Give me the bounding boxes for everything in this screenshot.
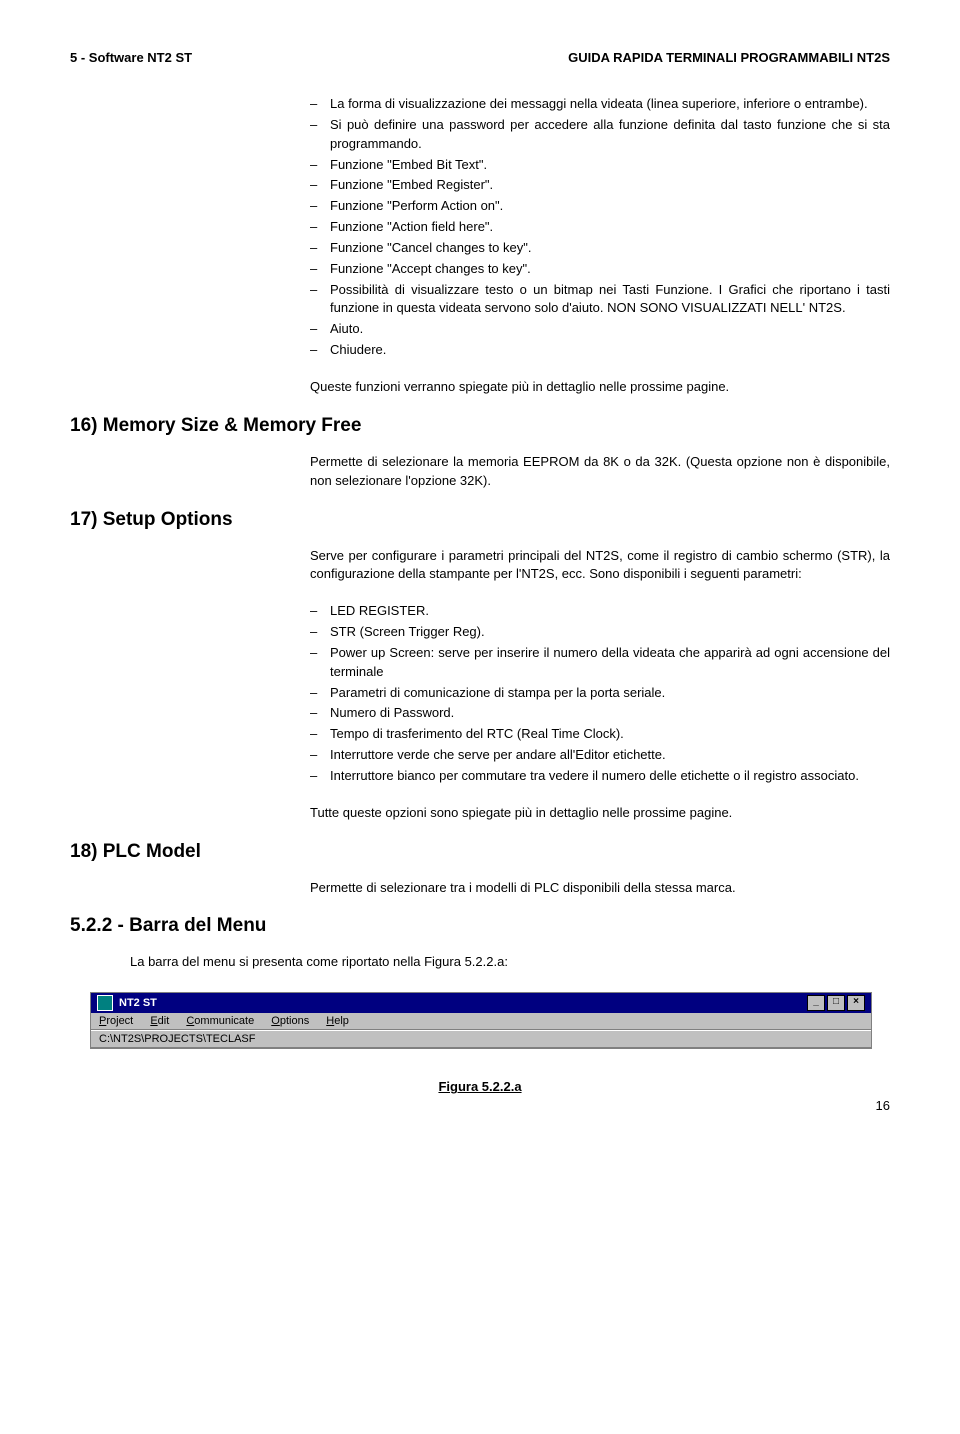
- menu-bar-screenshot: NT2 ST _ □ × Project Edit Communicate Op…: [90, 992, 872, 1049]
- section-16-body: Permette di selezionare la memoria EEPRO…: [310, 453, 890, 491]
- section-522-body: La barra del menu si presenta come ripor…: [130, 953, 890, 972]
- window-title: NT2 ST: [119, 997, 157, 1009]
- section-16-text: Permette di selezionare la memoria EEPRO…: [310, 453, 890, 491]
- list-item: Funzione "Action field here".: [310, 218, 890, 237]
- intro-bullet-list: La forma di visualizzazione dei messaggi…: [310, 95, 890, 360]
- list-item: Funzione "Accept changes to key".: [310, 260, 890, 279]
- close-icon[interactable]: ×: [847, 995, 865, 1011]
- header-left: 5 - Software NT2 ST: [70, 50, 192, 65]
- list-item: Aiuto.: [310, 320, 890, 339]
- window-buttons: _ □ ×: [807, 995, 865, 1011]
- menu-row: Project Edit Communicate Options Help: [91, 1013, 871, 1030]
- maximize-icon[interactable]: □: [827, 995, 845, 1011]
- list-item: STR (Screen Trigger Reg).: [310, 623, 890, 642]
- heading-plc-model: 18) PLC Model: [70, 841, 890, 863]
- header-right: GUIDA RAPIDA TERMINALI PROGRAMMABILI NT2…: [568, 50, 890, 65]
- list-item: Si può definire una password per acceder…: [310, 116, 890, 154]
- list-item: Funzione "Embed Register".: [310, 176, 890, 195]
- menu-help[interactable]: Help: [326, 1015, 349, 1027]
- menu-communicate[interactable]: Communicate: [186, 1015, 254, 1027]
- section-18-text: Permette di selezionare tra i modelli di…: [310, 879, 890, 898]
- menu-edit[interactable]: Edit: [150, 1015, 169, 1027]
- minimize-icon[interactable]: _: [807, 995, 825, 1011]
- menu-project[interactable]: Project: [99, 1015, 133, 1027]
- page-header: 5 - Software NT2 ST GUIDA RAPIDA TERMINA…: [70, 50, 890, 65]
- heading-setup-options: 17) Setup Options: [70, 509, 890, 531]
- section-18-body: Permette di selezionare tra i modelli di…: [310, 879, 890, 898]
- list-item: Numero di Password.: [310, 704, 890, 723]
- figure-caption: Figura 5.2.2.a: [70, 1079, 890, 1094]
- list-item: Tempo di trasferimento del RTC (Real Tim…: [310, 725, 890, 744]
- app-icon: [97, 995, 113, 1011]
- page-number: 16: [70, 1098, 890, 1113]
- list-item: Funzione "Embed Bit Text".: [310, 156, 890, 175]
- list-item: Funzione "Cancel changes to key".: [310, 239, 890, 258]
- list-item: Funzione "Perform Action on".: [310, 197, 890, 216]
- list-item: Parametri di comunicazione di stampa per…: [310, 684, 890, 703]
- section-17-body: Serve per configurare i parametri princi…: [310, 547, 890, 823]
- list-item: LED REGISTER.: [310, 602, 890, 621]
- path-row: C:\NT2S\PROJECTS\TECLASF: [91, 1030, 871, 1048]
- window-titlebar: NT2 ST _ □ ×: [91, 993, 871, 1013]
- section-522-text-span: La barra del menu si presenta come ripor…: [130, 954, 508, 969]
- section-17-closing: Tutte queste opzioni sono spiegate più i…: [310, 804, 890, 823]
- list-item: Possibilità di visualizzare testo o un b…: [310, 281, 890, 319]
- section-522-text: La barra del menu si presenta come ripor…: [130, 953, 890, 972]
- list-item: La forma di visualizzazione dei messaggi…: [310, 95, 890, 114]
- list-item: Power up Screen: serve per inserire il n…: [310, 644, 890, 682]
- menu-options[interactable]: Options: [271, 1015, 309, 1027]
- list-item: Interruttore bianco per commutare tra ve…: [310, 767, 890, 786]
- list-item: Interruttore verde che serve per andare …: [310, 746, 890, 765]
- intro-closing: Queste funzioni verranno spiegate più in…: [310, 378, 890, 397]
- list-item: Chiudere.: [310, 341, 890, 360]
- section-17-intro: Serve per configurare i parametri princi…: [310, 547, 890, 585]
- section-17-bullet-list: LED REGISTER. STR (Screen Trigger Reg). …: [310, 602, 890, 786]
- heading-barra-menu: 5.2.2 - Barra del Menu: [70, 915, 890, 937]
- heading-memory-size: 16) Memory Size & Memory Free: [70, 415, 890, 437]
- intro-block: La forma di visualizzazione dei messaggi…: [310, 95, 890, 397]
